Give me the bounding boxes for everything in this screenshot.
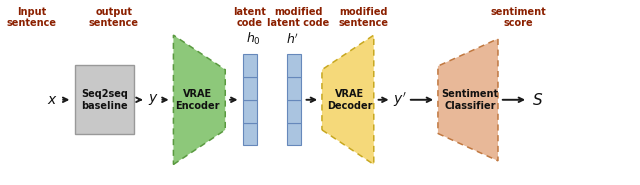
Text: Input
sentence: Input sentence [7, 7, 57, 28]
Text: $y'$: $y'$ [393, 91, 406, 109]
Text: $y$: $y$ [148, 92, 159, 107]
Text: output
sentence: output sentence [89, 7, 139, 28]
Text: VRAE
Encoder: VRAE Encoder [175, 89, 220, 111]
Text: $h'$: $h'$ [285, 32, 299, 47]
Bar [287, 100, 301, 123]
Bar [287, 123, 301, 145]
Bar [243, 54, 257, 77]
Polygon shape [438, 39, 498, 161]
Bar [243, 100, 257, 123]
Text: Seq2seq
baseline: Seq2seq baseline [81, 89, 128, 111]
Text: latent
code: latent code [234, 7, 266, 28]
Text: sentiment
score: sentiment score [491, 7, 547, 28]
Text: Sentiment
Classifier: Sentiment Classifier [442, 89, 499, 111]
Text: $h_0$: $h_0$ [246, 31, 260, 47]
Text: VRAE
Decoder: VRAE Decoder [327, 89, 372, 111]
Text: $x$: $x$ [47, 93, 58, 107]
Text: $S$: $S$ [532, 92, 543, 108]
Bar [287, 54, 301, 77]
Polygon shape [322, 35, 374, 164]
Bar [76, 65, 134, 134]
Bar [243, 77, 257, 100]
Bar [243, 123, 257, 145]
Text: modified
sentence: modified sentence [339, 7, 388, 28]
Polygon shape [173, 35, 225, 164]
Bar [287, 77, 301, 100]
Text: modified
latent code: modified latent code [268, 7, 330, 28]
